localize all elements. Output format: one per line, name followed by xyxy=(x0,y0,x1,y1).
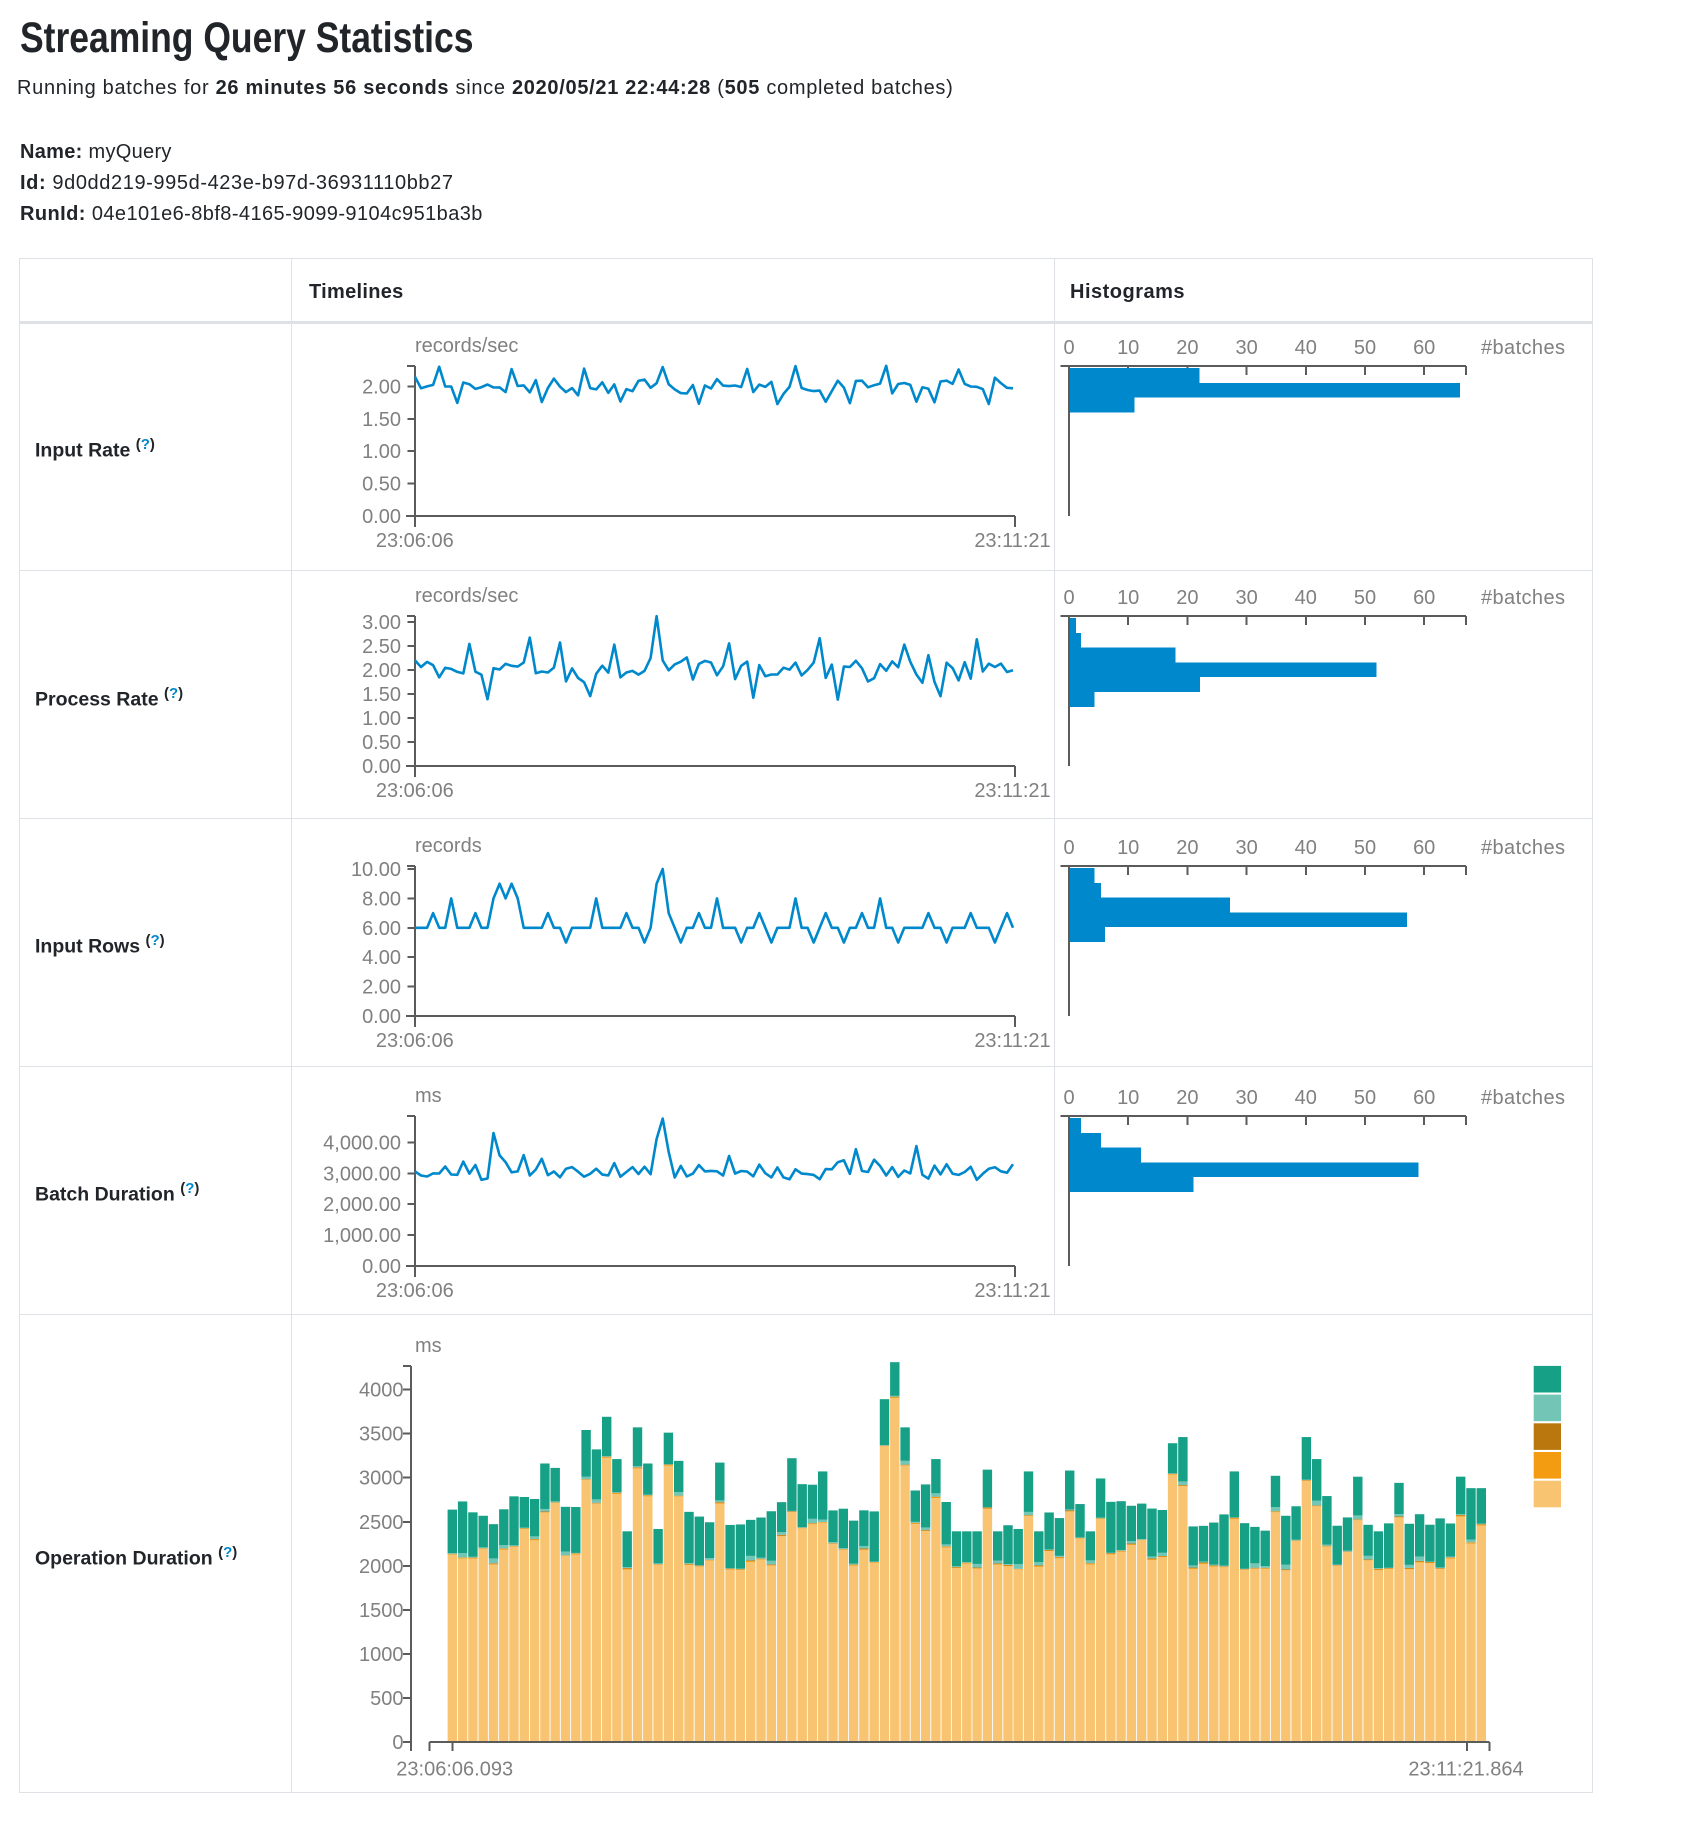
svg-text:500: 500 xyxy=(370,1688,403,1710)
svg-text:10.00: 10.00 xyxy=(351,859,401,881)
svg-text:23:11:21: 23:11:21 xyxy=(974,1280,1050,1302)
svg-text:40: 40 xyxy=(1295,837,1317,859)
svg-text:3.00: 3.00 xyxy=(362,612,401,634)
svg-text:4.00: 4.00 xyxy=(362,947,401,969)
svg-text:3,000.00: 3,000.00 xyxy=(323,1163,401,1185)
svg-text:6.00: 6.00 xyxy=(362,918,401,940)
svg-text:2500: 2500 xyxy=(359,1512,404,1534)
svg-text:0: 0 xyxy=(1063,587,1074,609)
svg-text:2.50: 2.50 xyxy=(362,636,401,658)
svg-text:2.00: 2.00 xyxy=(362,977,401,999)
svg-text:ms: ms xyxy=(415,1335,442,1357)
svg-text:8.00: 8.00 xyxy=(362,888,401,910)
svg-text:20: 20 xyxy=(1176,587,1198,609)
svg-text:30: 30 xyxy=(1235,837,1257,859)
svg-text:0.00: 0.00 xyxy=(362,756,401,778)
svg-text:1.50: 1.50 xyxy=(362,684,401,706)
svg-text:50: 50 xyxy=(1354,337,1376,359)
svg-text:60: 60 xyxy=(1413,837,1435,859)
svg-text:30: 30 xyxy=(1235,1087,1257,1109)
svg-text:0: 0 xyxy=(1063,1087,1074,1109)
svg-text:23:11:21.864: 23:11:21.864 xyxy=(1408,1759,1523,1781)
svg-text:40: 40 xyxy=(1295,1087,1317,1109)
svg-text:0.00: 0.00 xyxy=(362,1256,401,1278)
svg-text:records: records xyxy=(415,835,482,857)
svg-text:40: 40 xyxy=(1295,337,1317,359)
svg-text:23:11:21: 23:11:21 xyxy=(974,780,1050,802)
svg-text:#batches: #batches xyxy=(1481,337,1565,359)
svg-text:0: 0 xyxy=(1063,837,1074,859)
svg-text:#batches: #batches xyxy=(1481,587,1565,609)
svg-text:23:11:21: 23:11:21 xyxy=(974,530,1050,552)
svg-text:#batches: #batches xyxy=(1481,837,1565,859)
svg-text:23:06:06: 23:06:06 xyxy=(376,1280,454,1302)
svg-text:60: 60 xyxy=(1413,337,1435,359)
svg-text:1000: 1000 xyxy=(359,1644,404,1666)
svg-text:23:06:06: 23:06:06 xyxy=(376,1030,454,1052)
svg-text:1500: 1500 xyxy=(359,1600,404,1622)
svg-text:2.00: 2.00 xyxy=(362,377,401,399)
svg-text:23:06:06: 23:06:06 xyxy=(376,530,454,552)
svg-text:10: 10 xyxy=(1117,837,1139,859)
svg-text:50: 50 xyxy=(1354,1087,1376,1109)
svg-text:3500: 3500 xyxy=(359,1424,404,1446)
svg-text:10: 10 xyxy=(1117,587,1139,609)
svg-text:2.00: 2.00 xyxy=(362,660,401,682)
svg-text:1,000.00: 1,000.00 xyxy=(323,1225,401,1247)
svg-text:ms: ms xyxy=(415,1085,442,1107)
svg-text:23:06:06.093: 23:06:06.093 xyxy=(396,1759,513,1781)
svg-text:10: 10 xyxy=(1117,1087,1139,1109)
svg-text:30: 30 xyxy=(1235,337,1257,359)
svg-text:4000: 4000 xyxy=(359,1380,404,1402)
svg-text:50: 50 xyxy=(1354,587,1376,609)
svg-text:4,000.00: 4,000.00 xyxy=(323,1132,401,1154)
svg-text:records/sec: records/sec xyxy=(415,585,518,607)
svg-text:23:11:21: 23:11:21 xyxy=(974,1030,1050,1052)
svg-text:0.00: 0.00 xyxy=(362,1006,401,1028)
svg-text:0.00: 0.00 xyxy=(362,506,401,528)
svg-text:0.50: 0.50 xyxy=(362,474,401,496)
svg-text:23:06:06: 23:06:06 xyxy=(376,780,454,802)
svg-text:20: 20 xyxy=(1176,837,1198,859)
svg-text:0: 0 xyxy=(1063,337,1074,359)
svg-text:records/sec: records/sec xyxy=(415,335,518,357)
svg-text:20: 20 xyxy=(1176,337,1198,359)
svg-text:1.00: 1.00 xyxy=(362,708,401,730)
svg-text:0: 0 xyxy=(392,1732,403,1754)
svg-text:1.00: 1.00 xyxy=(362,441,401,463)
svg-text:20: 20 xyxy=(1176,1087,1198,1109)
svg-text:10: 10 xyxy=(1117,337,1139,359)
svg-text:#batches: #batches xyxy=(1481,1087,1565,1109)
svg-text:3000: 3000 xyxy=(359,1468,404,1490)
svg-text:30: 30 xyxy=(1235,587,1257,609)
svg-text:60: 60 xyxy=(1413,587,1435,609)
svg-text:2,000.00: 2,000.00 xyxy=(323,1194,401,1216)
svg-text:1.50: 1.50 xyxy=(362,409,401,431)
svg-text:60: 60 xyxy=(1413,1087,1435,1109)
svg-text:2000: 2000 xyxy=(359,1556,404,1578)
svg-text:40: 40 xyxy=(1295,587,1317,609)
svg-text:0.50: 0.50 xyxy=(362,732,401,754)
svg-text:50: 50 xyxy=(1354,837,1376,859)
